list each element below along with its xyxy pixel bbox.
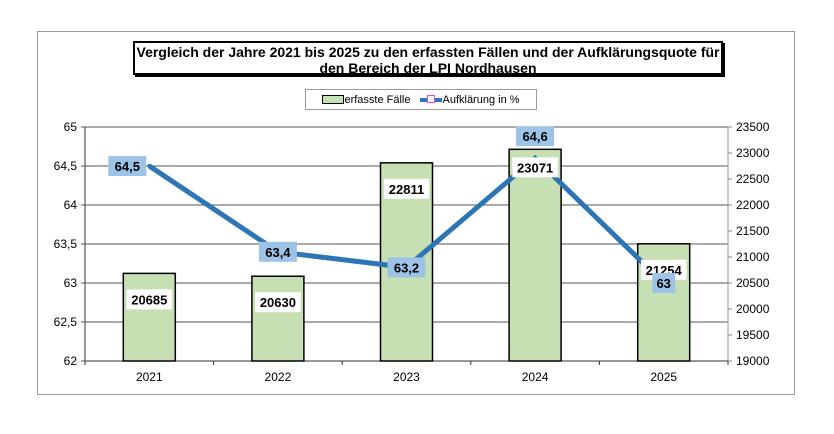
right-tick-label: 21000 xyxy=(736,250,770,264)
right-tick-label: 21500 xyxy=(736,224,770,238)
right-tick-label: 19000 xyxy=(736,354,770,368)
x-tick-label: 2024 xyxy=(522,370,549,384)
x-tick-label: 2025 xyxy=(650,370,677,384)
rate-data-label: 63,2 xyxy=(394,260,419,275)
left-tick-label: 65 xyxy=(64,120,78,134)
legend-item-cases: erfasste Fälle xyxy=(322,94,410,106)
rate-data-label-bg xyxy=(652,273,676,293)
legend: erfasste Fälle Aufklärung in % xyxy=(305,89,537,110)
right-tick-label: 20000 xyxy=(736,302,770,316)
bar-data-label-bg xyxy=(383,178,430,199)
rate-data-label-bg xyxy=(108,156,147,176)
right-tick-label: 22500 xyxy=(736,172,770,186)
left-tick-label: 63 xyxy=(64,276,78,290)
rate-data-label: 64,6 xyxy=(522,129,547,144)
bar-2021 xyxy=(122,272,177,362)
left-tick-label: 64,5 xyxy=(54,159,78,173)
legend-bar-swatch xyxy=(322,95,345,105)
legend-label: erfasste Fälle xyxy=(344,93,411,106)
rate-data-label-bg xyxy=(516,126,555,147)
bar-data-label-bg xyxy=(512,157,558,178)
right-tick-label: 23000 xyxy=(736,146,770,160)
right-tick-label: 23500 xyxy=(736,120,770,134)
left-tick-label: 62,5 xyxy=(54,315,78,329)
bar-2024 xyxy=(508,148,562,362)
rate-data-label-bg xyxy=(258,241,297,262)
bar-data-label: 20630 xyxy=(260,295,296,310)
x-tick-label: 2023 xyxy=(393,370,420,384)
left-tick-label: 62 xyxy=(64,354,78,368)
left-tick-label: 63,5 xyxy=(54,237,78,251)
x-tick-label: 2022 xyxy=(265,370,292,384)
legend-item-rate: Aufklärung in % xyxy=(420,93,520,106)
right-tick-label: 19500 xyxy=(736,328,770,342)
x-tick-label: 2021 xyxy=(136,370,163,384)
bar-data-label: 23071 xyxy=(517,160,553,175)
rate-data-label: 64,5 xyxy=(115,159,140,174)
left-tick-label: 64 xyxy=(64,198,78,212)
right-tick-label: 20500 xyxy=(736,276,770,290)
legend-line-swatch xyxy=(420,94,443,103)
right-tick-label: 22000 xyxy=(736,198,770,212)
rate-data-label: 63 xyxy=(656,276,670,291)
bar-2022 xyxy=(251,275,305,362)
chart-title: Vergleich der Jahre 2021 bis 2025 zu den… xyxy=(133,41,723,76)
rate-data-label: 63,4 xyxy=(265,245,291,260)
bar-data-label-bg xyxy=(255,292,301,313)
bar-data-label: 20685 xyxy=(131,292,167,307)
bar-data-label-bg xyxy=(126,289,173,310)
rate-point-2021 xyxy=(147,164,152,168)
bar-data-label: 22811 xyxy=(389,182,424,197)
legend-label: Aufklärung in % xyxy=(442,93,520,106)
rate-data-label-bg xyxy=(387,257,426,278)
